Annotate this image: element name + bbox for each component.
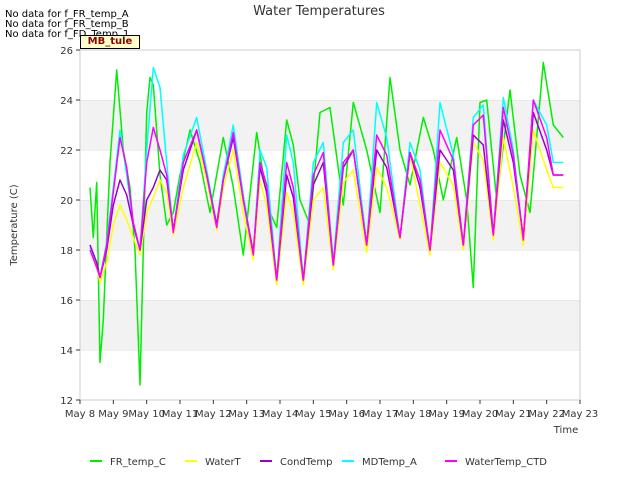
y-tick-label: 20 xyxy=(60,196,73,207)
x-tick-label: May 14 xyxy=(262,409,299,420)
y-tick-label: 16 xyxy=(60,296,73,307)
grid-band xyxy=(80,250,580,300)
legend-label: WaterTemp_CTD xyxy=(465,457,547,468)
legend-label: MDTemp_A xyxy=(362,457,417,468)
y-tick-label: 24 xyxy=(60,96,73,107)
x-tick-label: May 13 xyxy=(228,409,265,420)
x-tick-label: May 12 xyxy=(195,409,232,420)
grid-band xyxy=(80,50,580,100)
series-line-watert xyxy=(89,129,564,286)
x-tick-label: May 8 xyxy=(65,409,95,420)
chart-title: Water Temperatures xyxy=(253,4,385,19)
y-tick-label: 12 xyxy=(60,396,73,407)
series-line-condtemp xyxy=(89,111,564,281)
x-tick-label: May 22 xyxy=(528,409,565,420)
x-tick-label: May 11 xyxy=(162,409,199,420)
x-tick-label: May 10 xyxy=(128,409,165,420)
no-data-note-3: No data for f_FD_Temp_1 xyxy=(5,29,130,40)
x-tick-label: May 18 xyxy=(395,409,432,420)
legend-label: CondTemp xyxy=(280,457,332,468)
y-tick-label: 26 xyxy=(60,46,73,57)
series-line-watertemp-ctd xyxy=(89,99,564,281)
x-tick-label: May 17 xyxy=(362,409,399,420)
x-tick-label: May 19 xyxy=(428,409,465,420)
x-axis-label: Time xyxy=(553,425,578,436)
x-tick-label: May 23 xyxy=(562,409,599,420)
x-tick-label: May 20 xyxy=(462,409,499,420)
grid-band xyxy=(80,300,580,350)
y-tick-label: 22 xyxy=(60,146,73,157)
x-tick-label: May 9 xyxy=(98,409,128,420)
no-data-note-1: No data for f_FR_temp_A xyxy=(5,9,129,20)
x-tick-label: May 15 xyxy=(295,409,332,420)
no-data-note-2: No data for f_FR_temp_B xyxy=(5,19,129,30)
y-tick-label: 14 xyxy=(60,346,73,357)
y-axis-label: Temperature (C) xyxy=(9,184,20,266)
x-tick-label: May 16 xyxy=(328,409,365,420)
y-tick-label: 18 xyxy=(60,246,73,257)
grid-band xyxy=(80,350,580,400)
legend-label: FR_temp_C xyxy=(110,457,166,468)
site-badge: MB_tule xyxy=(80,35,140,49)
plot-frame xyxy=(79,49,581,401)
x-tick-label: May 21 xyxy=(495,409,532,420)
legend-label: WaterT xyxy=(205,457,242,468)
